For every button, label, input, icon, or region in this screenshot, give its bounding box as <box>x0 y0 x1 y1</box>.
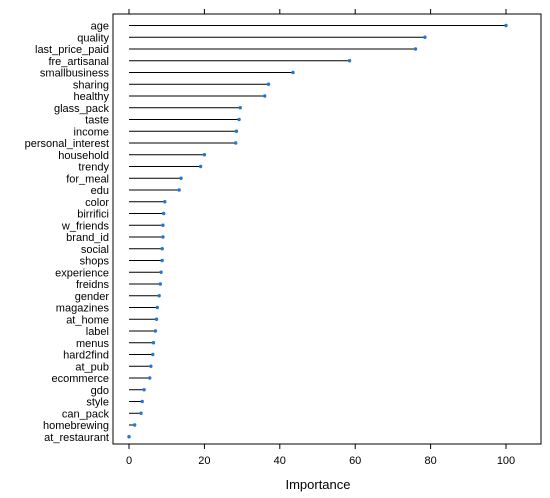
plot-frame <box>112 13 542 445</box>
category-label-glass_pack: glass_pack <box>54 103 110 115</box>
category-label-at_home: at_home <box>66 314 109 326</box>
x-tick-label-100: 100 <box>497 455 515 467</box>
category-label-freidns: freidns <box>76 279 110 291</box>
category-label-at_pub: at_pub <box>75 361 109 373</box>
bottom-tick-marks <box>128 444 507 449</box>
category-label-color: color <box>85 197 109 209</box>
category-labels: agequalitylast_price_paidfre_artisanalsm… <box>25 21 110 444</box>
point-birrifici <box>161 211 166 216</box>
x-tick-labels: 0 20 40 60 80 100 <box>126 455 515 467</box>
point-style <box>140 399 144 404</box>
point-for_meal <box>179 176 183 180</box>
category-label-household: household <box>58 150 109 162</box>
category-label-w_friends: w_friends <box>61 220 110 232</box>
category-label-shops: shops <box>80 256 110 268</box>
point-personal_interest <box>233 141 238 145</box>
category-label-taste: taste <box>85 115 109 127</box>
category-label-smallbusiness: smallbusiness <box>40 68 110 80</box>
x-axis-title: Importance <box>285 477 350 492</box>
point-last_price_paid <box>413 47 418 51</box>
top-tick-marks <box>128 9 507 14</box>
category-label-menus: menus <box>76 338 110 350</box>
point-shops <box>160 258 164 263</box>
point-magazines <box>155 305 159 310</box>
point-sharing <box>266 82 271 86</box>
category-label-ecommerce: ecommerce <box>52 373 109 385</box>
stems <box>129 25 506 426</box>
point-at_restaurant <box>127 435 131 439</box>
category-label-style: style <box>86 397 109 409</box>
category-label-experience: experience <box>55 267 109 279</box>
point-taste <box>237 117 241 122</box>
point-social <box>160 247 164 251</box>
category-label-at_restaurant: at_restaurant <box>44 432 109 444</box>
x-tick-label-20: 20 <box>198 455 210 467</box>
point-quality <box>423 35 427 39</box>
category-label-trendy: trendy <box>78 162 109 174</box>
category-label-label: label <box>86 326 109 338</box>
category-label-fre_artisanal: fre_artisanal <box>48 56 109 68</box>
category-label-for_meal: for_meal <box>66 173 109 185</box>
category-label-gender: gender <box>75 291 110 303</box>
point-income <box>234 129 239 133</box>
point-hard2find <box>151 352 155 357</box>
point-ecommerce <box>148 376 152 380</box>
x-tick-label-60: 60 <box>349 455 361 467</box>
x-tick-label-80: 80 <box>424 455 436 467</box>
category-label-birrifici: birrifici <box>77 209 109 221</box>
point-brand_id <box>161 235 165 239</box>
point-color <box>163 200 167 204</box>
category-label-brand_id: brand_id <box>66 232 109 244</box>
point-at_home <box>154 317 159 321</box>
point-glass_pack <box>238 106 242 110</box>
category-label-quality: quality <box>77 32 109 44</box>
point-freidns <box>158 282 162 286</box>
point-household <box>202 153 207 157</box>
category-label-sharing: sharing <box>73 79 109 91</box>
category-label-gdo: gdo <box>91 385 109 397</box>
point-experience <box>159 270 163 274</box>
point-can_pack <box>139 411 143 415</box>
category-label-edu: edu <box>91 185 109 197</box>
point-age <box>504 23 508 28</box>
x-tick-label-40: 40 <box>274 455 286 467</box>
point-smallbusiness <box>291 70 295 75</box>
point-trendy <box>198 164 203 169</box>
category-label-hard2find: hard2find <box>63 350 109 362</box>
point-at_pub <box>149 364 153 368</box>
point-homebrewing <box>132 423 137 427</box>
category-label-magazines: magazines <box>56 303 110 315</box>
x-tick-label-0: 0 <box>126 455 132 467</box>
category-label-personal_interest: personal_interest <box>25 138 109 150</box>
category-label-can_pack: can_pack <box>62 408 110 420</box>
point-fre_artisanal <box>347 59 352 63</box>
point-gender <box>157 294 161 298</box>
category-label-homebrewing: homebrewing <box>43 420 109 432</box>
point-gdo <box>142 388 146 392</box>
data-points <box>127 23 508 439</box>
category-label-income: income <box>74 126 109 138</box>
point-label <box>153 329 158 333</box>
category-label-last_price_paid: last_price_paid <box>35 44 109 56</box>
point-menus <box>151 341 156 345</box>
category-label-social: social <box>81 244 109 256</box>
point-healthy <box>263 94 267 98</box>
point-w_friends <box>161 223 165 227</box>
point-edu <box>177 188 181 192</box>
category-label-age: age <box>91 21 109 33</box>
category-label-healthy: healthy <box>74 91 110 103</box>
